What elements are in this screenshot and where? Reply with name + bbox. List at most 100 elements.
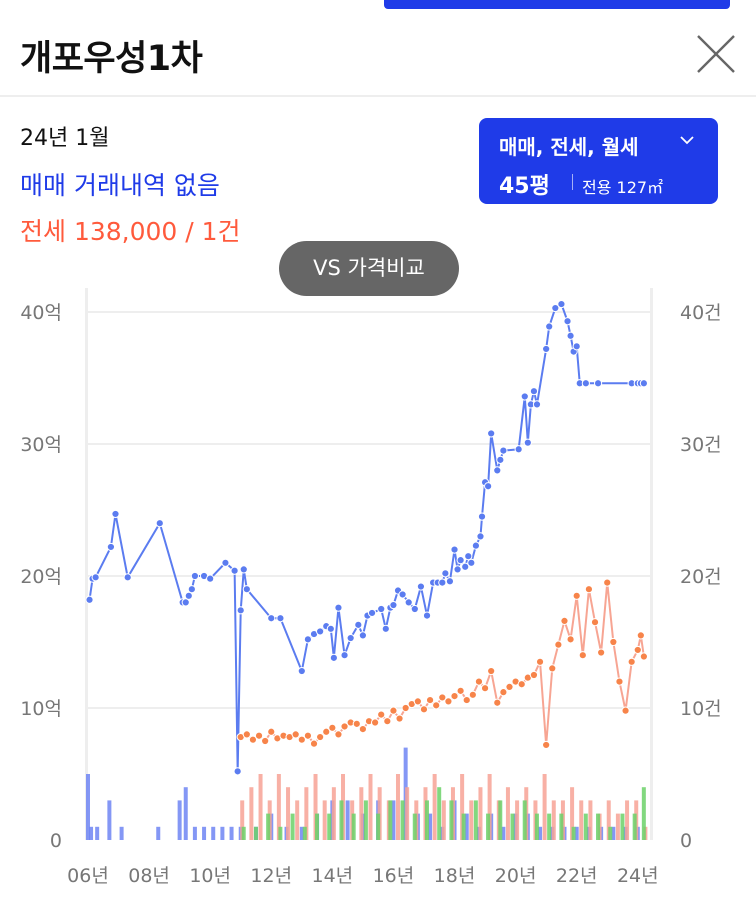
series-point <box>529 670 539 680</box>
volume-bar <box>119 826 124 840</box>
volume-bar <box>449 800 454 840</box>
series-point <box>267 727 276 736</box>
y-right-tick-label: 20건 <box>680 566 722 588</box>
y-right-tick-label: 0 <box>680 830 692 852</box>
series-point <box>413 697 422 706</box>
volume-bar <box>464 813 469 840</box>
y-left-tick-label: 0 <box>50 830 62 852</box>
series-point <box>639 652 648 661</box>
volume-bar <box>538 826 543 840</box>
series-point <box>471 541 481 550</box>
volume-bar <box>95 826 100 840</box>
volume-bar <box>202 826 207 840</box>
volume-bar <box>608 826 613 840</box>
series-point <box>545 322 554 331</box>
series-point <box>410 604 419 614</box>
trade-type-filter-button[interactable]: 매매, 전세, 월세 45평 전용 127㎡ <box>479 118 718 204</box>
pyeong-label: 45평 <box>499 174 550 199</box>
series-point <box>597 648 606 657</box>
volume-bar <box>441 800 446 840</box>
series-point <box>123 573 132 582</box>
series-point <box>371 718 380 727</box>
series-point <box>627 657 636 666</box>
series-point <box>233 767 242 776</box>
x-tick-label: 20년 <box>495 865 537 887</box>
y-right-tick-label: 40건 <box>680 302 722 324</box>
series-point <box>395 714 404 723</box>
series-point <box>572 591 581 600</box>
volume-bar <box>278 826 283 840</box>
volume-bar <box>89 826 94 840</box>
volume-bar <box>547 813 552 840</box>
volume-bar <box>424 800 429 840</box>
series-point <box>322 727 331 736</box>
series-point <box>267 614 276 623</box>
series-point <box>340 722 349 731</box>
series-line <box>88 302 644 772</box>
volume-bar <box>266 813 271 840</box>
series-point <box>557 299 566 309</box>
x-tick-label: 24년 <box>617 865 659 887</box>
series-point <box>303 635 313 644</box>
x-tick-label: 06년 <box>67 865 109 887</box>
series-point <box>477 512 487 521</box>
volume-bar <box>542 774 547 840</box>
series-point <box>548 664 557 673</box>
series-point <box>520 392 529 401</box>
x-tick-label: 14년 <box>312 865 354 887</box>
series-point <box>621 706 630 715</box>
series-point <box>206 574 215 583</box>
series-point <box>422 611 432 620</box>
series-point <box>316 732 325 742</box>
header: 개포우성1차 <box>0 0 756 97</box>
volume-bar <box>295 800 300 840</box>
series-point <box>499 688 508 697</box>
volume-bar <box>579 800 584 840</box>
series-point <box>106 542 116 552</box>
series-point <box>303 731 313 740</box>
volume-bar <box>376 813 381 840</box>
volume-bar <box>606 800 611 840</box>
volume-bar <box>183 787 188 840</box>
volume-bar <box>391 800 396 840</box>
series-point <box>346 633 355 643</box>
volume-bar <box>322 800 327 840</box>
series-point <box>340 651 349 660</box>
series-point <box>358 725 367 734</box>
y-left-tick-label: 30억 <box>20 434 62 456</box>
series-point <box>566 331 575 340</box>
series-point <box>493 698 502 707</box>
volume-bar <box>571 826 576 840</box>
series-point <box>416 582 426 591</box>
volume-bar <box>359 787 364 840</box>
series-point <box>377 604 386 614</box>
jeonse-summary: 전세 138,000 / 1건 <box>20 217 241 246</box>
series-point <box>593 379 603 388</box>
series-point <box>581 379 590 388</box>
volume-bar <box>405 787 410 840</box>
series-point <box>309 739 319 748</box>
series-point <box>517 680 526 689</box>
series-point <box>603 578 612 587</box>
series-line <box>240 582 645 746</box>
volume-bar <box>522 800 527 840</box>
series-point <box>291 730 300 739</box>
y-left-tick-label: 20억 <box>20 566 62 588</box>
series-point <box>476 532 485 541</box>
volume-bar <box>345 800 350 840</box>
close-button[interactable] <box>694 32 738 76</box>
volume-bar <box>615 813 620 840</box>
series-point <box>358 631 367 640</box>
vs-compare-button[interactable]: VS 가격비교 <box>279 241 459 296</box>
series-point <box>91 573 100 582</box>
series-point <box>456 686 465 695</box>
series-point <box>496 455 505 464</box>
series-point <box>493 466 502 475</box>
volume-bar <box>620 813 625 840</box>
series-point <box>261 736 270 746</box>
volume-bar <box>258 774 263 840</box>
volume-bar <box>253 826 258 840</box>
volume-bar <box>460 774 465 840</box>
series-point <box>480 684 490 693</box>
series-point <box>438 578 447 587</box>
